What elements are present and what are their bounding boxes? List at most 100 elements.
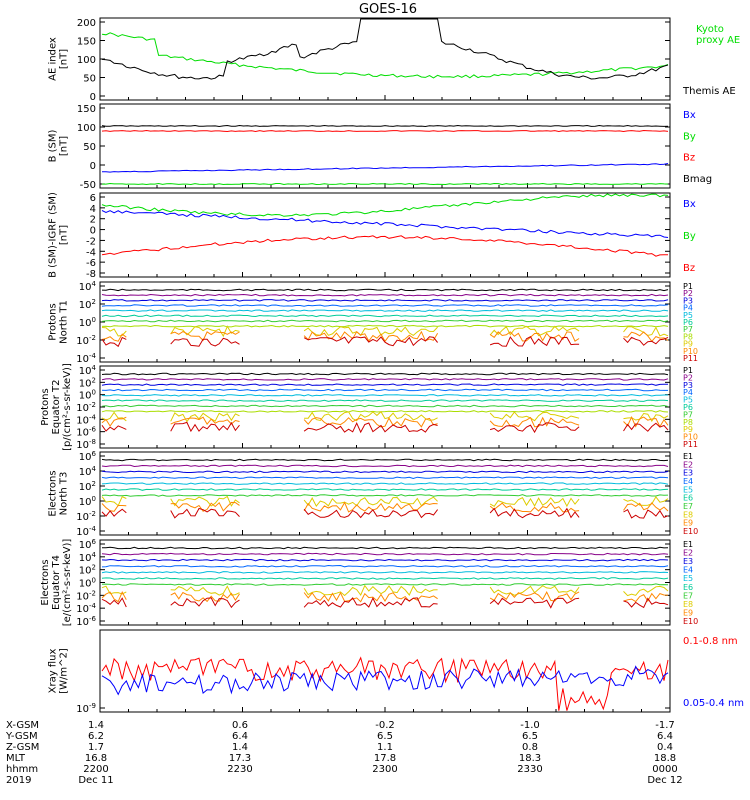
series-line: [102, 182, 669, 186]
y-tick-label: 100: [79, 389, 96, 402]
x-axis-value: 6.4: [232, 731, 248, 742]
series-line: [101, 558, 669, 562]
y-tick-label: 10-9: [76, 702, 96, 715]
legend-entry: Bx: [683, 199, 696, 210]
y-axis-label: Electrons: [40, 559, 51, 605]
x-axis-value: 0.8: [522, 742, 538, 753]
y-axis-label: Protons: [48, 303, 59, 340]
x-axis-value: 1.1: [377, 742, 393, 753]
series-line: [623, 509, 669, 519]
legend-entry: E2: [683, 460, 693, 469]
legend-entry: P9: [683, 340, 693, 349]
y-tick-label: 10-2: [76, 401, 96, 414]
series-line: [489, 597, 580, 609]
series-line: [101, 193, 669, 217]
legend-entry: E5: [683, 574, 693, 583]
series-line: [101, 590, 127, 603]
y-axis-label: Equator T4: [51, 555, 62, 610]
series-line: [101, 399, 669, 402]
series-line: [303, 597, 438, 608]
legend-entry: P8: [683, 418, 693, 427]
series-line: [303, 591, 438, 603]
x-axis-value: 6.2: [88, 731, 104, 742]
series-line: [101, 546, 669, 550]
x-axis-value: 6.4: [657, 731, 673, 742]
y-tick-label: -6: [86, 258, 96, 269]
legend-entry: E1: [683, 540, 693, 549]
series-line: [101, 304, 669, 307]
series-line: [623, 416, 669, 428]
legend-entry: E1: [683, 452, 693, 461]
legend-entry: P6: [683, 318, 693, 327]
y-axis-label: B (SM): [48, 129, 59, 162]
x-axis-value: 0000: [652, 764, 677, 775]
y-tick-label: 10-4: [76, 602, 96, 615]
series-line: [623, 336, 669, 346]
series-line: [489, 497, 580, 508]
legend-entry: E3: [683, 557, 693, 566]
y-tick-label: 6: [90, 193, 96, 204]
y-tick-label: 0: [90, 92, 96, 103]
series-line: [101, 388, 668, 392]
series-line: [303, 508, 438, 519]
legend-entry: Kyoto: [696, 24, 724, 35]
series-line: [101, 496, 127, 507]
series-line: [623, 331, 669, 343]
legend-entry: 0.05-0.4 nm: [683, 698, 744, 709]
legend-entry: By: [683, 231, 696, 242]
series-line: [623, 597, 669, 609]
series-line: [623, 422, 669, 432]
x-axis-value: 1.4: [88, 720, 104, 731]
series-line: [101, 488, 669, 491]
y-tick-label: 100: [77, 123, 96, 134]
series-line: [101, 482, 669, 485]
y-tick-label: 102: [79, 376, 96, 389]
y-tick-label: 102: [79, 564, 96, 577]
series-line: [303, 496, 438, 508]
legend-entry: E5: [683, 485, 693, 494]
panel-frame: [99, 539, 671, 626]
legend-entry: P10: [683, 347, 698, 356]
series-line: [170, 421, 240, 433]
legend-entry: E4: [683, 566, 693, 575]
x-axis-value: 6.5: [377, 731, 393, 742]
y-tick-label: 104: [79, 364, 97, 377]
y-tick-label: 10-4: [76, 525, 96, 538]
series-line: [101, 18, 669, 80]
series-line: [303, 584, 438, 597]
x-axis-value: 16.8: [85, 753, 107, 764]
y-tick-label: 150: [77, 37, 96, 48]
series-line: [101, 508, 127, 517]
series-line: [101, 299, 669, 302]
series-line: [101, 425, 127, 432]
y-axis-label: [e/(cm²-s-sr-keV)]: [62, 539, 73, 627]
series-line: [101, 124, 669, 128]
legend-entry: P7: [683, 325, 693, 334]
legend-entry: E7: [683, 502, 693, 511]
series-line: [489, 325, 580, 337]
y-tick-label: -50: [80, 180, 96, 191]
series-line: [623, 585, 669, 597]
series-line: [101, 656, 669, 711]
y-tick-label: 106: [79, 450, 97, 463]
series-line: [101, 597, 127, 608]
series-line: [101, 324, 669, 328]
y-tick-label: 102: [79, 298, 96, 311]
y-axis-label: [nT]: [59, 136, 70, 156]
x-axis-value: 0.4: [657, 742, 673, 753]
legend-entry: P7: [683, 410, 693, 419]
y-tick-label: 50: [83, 74, 96, 85]
legend-entry: E7: [683, 591, 693, 600]
series-line: [170, 337, 240, 347]
legend-entry: P10: [683, 433, 698, 442]
y-axis-label: Electrons: [48, 470, 59, 516]
x-axis-row-label: Y-GSM: [5, 731, 38, 742]
series-line: [170, 325, 240, 338]
panel-frame: [99, 629, 671, 713]
y-tick-label: 2: [90, 215, 96, 226]
y-tick-label: 104: [79, 280, 97, 293]
legend-entry: P1: [683, 282, 693, 291]
